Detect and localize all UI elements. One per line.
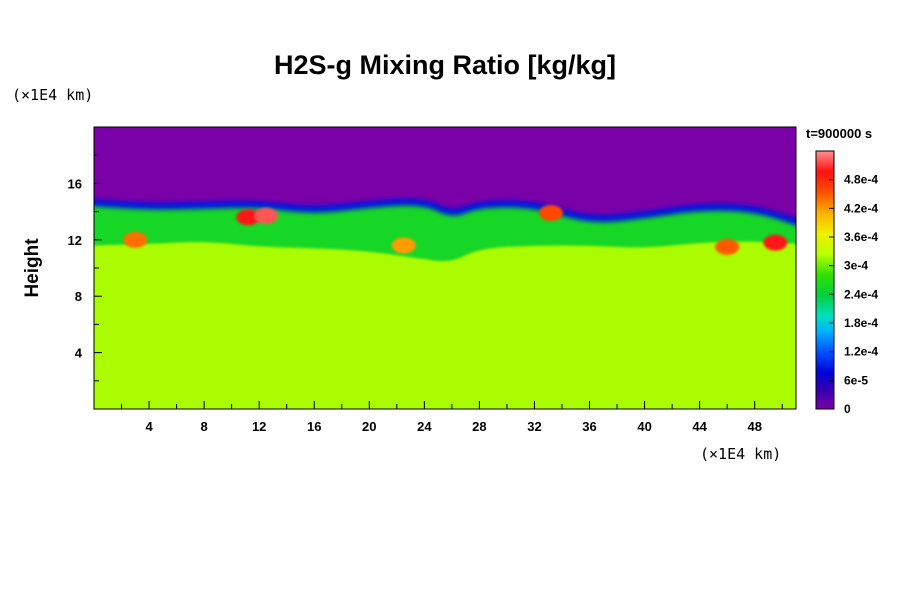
colorbar-tick-label: 1.2e-4 — [844, 345, 878, 359]
time-label: t=900000 s — [806, 126, 872, 141]
x-tick-label: 8 — [201, 419, 208, 434]
chart-title: H2S-g Mixing Ratio [kg/kg] — [274, 50, 616, 80]
heatmap-feature — [236, 209, 261, 226]
colorbar-tick-label: 1.8e-4 — [844, 316, 878, 330]
x-tick-label: 4 — [145, 419, 153, 434]
x-tick-label: 28 — [472, 419, 486, 434]
y-axis: 4 8 12 16 — [68, 154, 102, 382]
x-tick-label: 24 — [417, 419, 432, 434]
x-unit-label: (×1E4 km) — [700, 445, 781, 463]
x-tick-label: 36 — [582, 419, 596, 434]
heatmap-feature — [391, 237, 416, 254]
y-tick-label: 8 — [75, 289, 82, 304]
colorbar-tick-label: 0 — [844, 402, 851, 416]
heatmap-feature — [715, 238, 740, 255]
colorbar — [816, 151, 834, 409]
colorbar-tick-label: 3e-4 — [844, 259, 868, 273]
colorbar-tick-label: 4.2e-4 — [844, 201, 878, 215]
heatmap-feature — [538, 205, 563, 222]
y-axis-label: Height — [22, 238, 43, 298]
x-tick-label: 16 — [307, 419, 321, 434]
lower-layer — [94, 241, 796, 409]
x-tick-label: 20 — [362, 419, 376, 434]
colorbar-frame — [815, 150, 835, 410]
colorbar-tick-label: 4.8e-4 — [844, 173, 878, 187]
colorbar-tick-label: 3.6e-4 — [844, 230, 878, 244]
x-tick-label: 48 — [747, 419, 761, 434]
y-unit-label: (×1E4 km) — [12, 86, 93, 104]
heatmap-feature — [123, 231, 148, 248]
x-tick-label: 40 — [637, 419, 651, 434]
y-tick-label: 16 — [68, 176, 82, 191]
colorbar-ticks: 0 6e-5 1.2e-4 1.8e-4 2.4e-4 3e-4 3.6e-4 4.2e-4 4… — [829, 173, 878, 416]
x-axis: 4 8 12 16 20 24 28 32 36 40 44 48 — [121, 401, 783, 434]
y-tick-label: 12 — [68, 233, 82, 248]
colorbar-tick-label: 6e-5 — [844, 373, 868, 387]
y-tick-label: 4 — [75, 346, 83, 361]
x-tick-label: 32 — [527, 419, 541, 434]
x-tick-label: 12 — [252, 419, 266, 434]
heatmap-feature — [254, 207, 279, 224]
heatmap-feature — [763, 234, 788, 251]
heatmap-features — [123, 205, 788, 255]
heatmap-plot — [94, 127, 796, 409]
x-tick-label: 44 — [692, 419, 707, 434]
colorbar-tick-label: 2.4e-4 — [844, 287, 878, 301]
